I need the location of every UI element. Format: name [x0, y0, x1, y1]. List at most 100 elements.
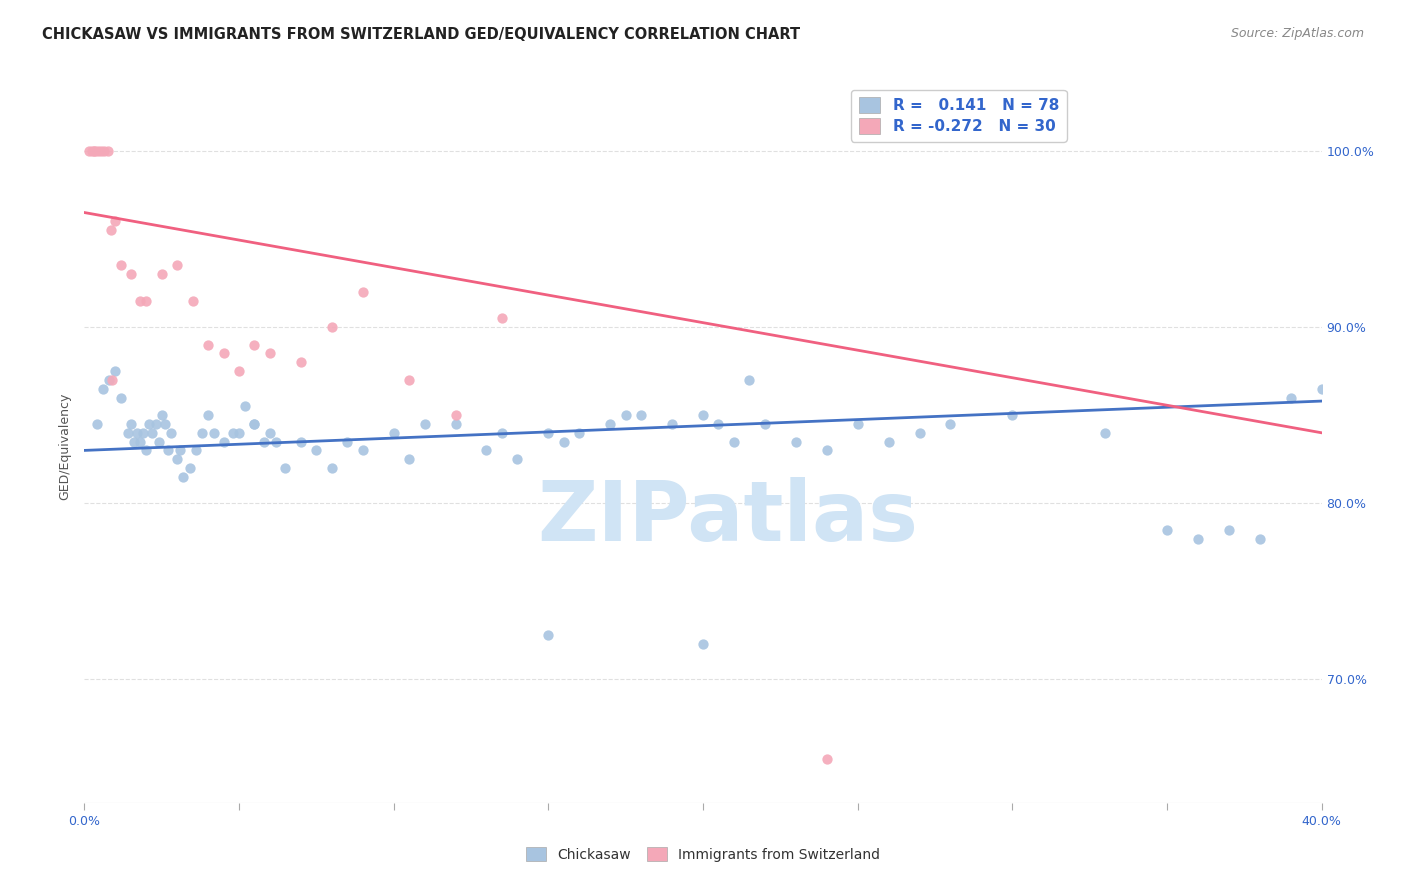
- Point: [110, 391, 132, 405]
- Point: [120, 417, 142, 431]
- Point: [212, 346, 235, 360]
- Point: [352, 443, 374, 458]
- Point: [181, 293, 204, 308]
- Point: [723, 434, 745, 449]
- Point: [129, 293, 152, 308]
- Point: [202, 425, 225, 440]
- Point: [553, 434, 575, 449]
- Point: [444, 408, 467, 422]
- Point: [145, 417, 167, 431]
- Point: [537, 628, 560, 642]
- Point: [77, 144, 100, 158]
- Point: [104, 364, 127, 378]
- Point: [661, 417, 683, 431]
- Point: [191, 425, 214, 440]
- Point: [754, 417, 776, 431]
- Point: [228, 364, 250, 378]
- Point: [90, 144, 112, 158]
- Point: [93, 144, 115, 158]
- Point: [321, 320, 343, 334]
- Point: [290, 355, 312, 369]
- Point: [166, 259, 188, 273]
- Point: [243, 417, 266, 431]
- Point: [692, 637, 714, 651]
- Point: [138, 417, 160, 431]
- Y-axis label: GED/Equivalency: GED/Equivalency: [58, 392, 72, 500]
- Point: [233, 400, 256, 414]
- Point: [491, 311, 513, 326]
- Point: [877, 434, 900, 449]
- Point: [197, 337, 219, 351]
- Point: [83, 144, 105, 158]
- Point: [253, 434, 276, 449]
- Point: [939, 417, 962, 431]
- Legend: Chickasaw, Immigrants from Switzerland: Chickasaw, Immigrants from Switzerland: [520, 841, 886, 867]
- Point: [172, 470, 194, 484]
- Point: [630, 408, 652, 422]
- Point: [1279, 391, 1302, 405]
- Point: [228, 425, 250, 440]
- Point: [153, 417, 176, 431]
- Point: [110, 259, 132, 273]
- Point: [537, 425, 560, 440]
- Point: [166, 452, 188, 467]
- Point: [122, 434, 145, 449]
- Point: [444, 417, 467, 431]
- Text: CHICKASAW VS IMMIGRANTS FROM SWITZERLAND GED/EQUIVALENCY CORRELATION CHART: CHICKASAW VS IMMIGRANTS FROM SWITZERLAND…: [42, 27, 800, 42]
- Point: [506, 452, 529, 467]
- Point: [1156, 523, 1178, 537]
- Point: [212, 434, 235, 449]
- Point: [259, 425, 281, 440]
- Point: [101, 373, 124, 387]
- Point: [86, 417, 108, 431]
- Point: [87, 144, 110, 158]
- Point: [568, 425, 591, 440]
- Point: [141, 425, 163, 440]
- Point: [908, 425, 931, 440]
- Point: [148, 434, 170, 449]
- Point: [222, 425, 245, 440]
- Point: [98, 373, 121, 387]
- Point: [398, 452, 420, 467]
- Point: [614, 408, 637, 422]
- Point: [413, 417, 436, 431]
- Point: [82, 144, 104, 158]
- Point: [100, 223, 122, 237]
- Point: [491, 425, 513, 440]
- Point: [125, 425, 148, 440]
- Point: [91, 382, 114, 396]
- Point: [475, 443, 498, 458]
- Point: [599, 417, 621, 431]
- Point: [259, 346, 281, 360]
- Point: [129, 434, 152, 449]
- Point: [1249, 532, 1271, 546]
- Point: [104, 214, 127, 228]
- Point: [305, 443, 328, 458]
- Point: [160, 425, 183, 440]
- Point: [197, 408, 219, 422]
- Point: [243, 337, 266, 351]
- Point: [135, 443, 157, 458]
- Point: [815, 443, 838, 458]
- Point: [707, 417, 730, 431]
- Text: Source: ZipAtlas.com: Source: ZipAtlas.com: [1230, 27, 1364, 40]
- Point: [156, 443, 179, 458]
- Point: [398, 373, 420, 387]
- Point: [1310, 382, 1333, 396]
- Point: [846, 417, 869, 431]
- Point: [321, 461, 343, 475]
- Point: [179, 461, 201, 475]
- Point: [1094, 425, 1116, 440]
- Point: [1001, 408, 1024, 422]
- Point: [264, 434, 287, 449]
- Point: [382, 425, 405, 440]
- Point: [84, 144, 107, 158]
- Point: [243, 417, 266, 431]
- Text: ZIPatlas: ZIPatlas: [537, 477, 918, 558]
- Point: [117, 425, 139, 440]
- Point: [1187, 532, 1209, 546]
- Point: [738, 373, 761, 387]
- Point: [274, 461, 297, 475]
- Point: [785, 434, 807, 449]
- Point: [150, 408, 173, 422]
